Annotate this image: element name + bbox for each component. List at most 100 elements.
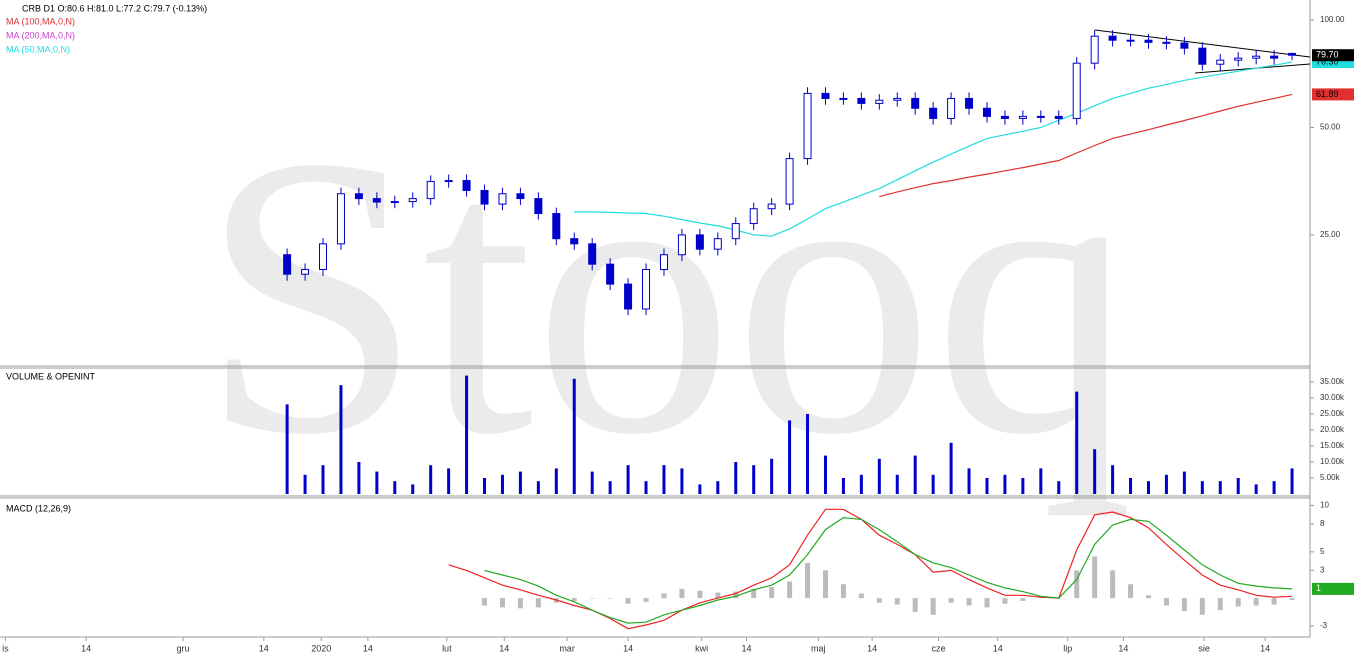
histogram-bar [517, 598, 523, 609]
volume-bar [1039, 468, 1043, 494]
volume-bar [770, 458, 774, 494]
candle-body [803, 92, 812, 160]
candle-body [982, 107, 991, 117]
y-tick-label: 10.00k [1320, 457, 1345, 466]
volume-bar [1057, 481, 1061, 494]
line [484, 516, 1293, 624]
candle-body [336, 193, 345, 245]
histogram-bar [1145, 595, 1151, 599]
value-box [1312, 88, 1354, 101]
histogram-bar [858, 593, 864, 599]
volume-bar [536, 481, 540, 494]
volume-bar [1164, 474, 1168, 494]
volume-bar [662, 465, 666, 494]
volume-bar [285, 404, 289, 494]
candle-body [1216, 59, 1225, 65]
histogram-bar [1253, 598, 1259, 606]
histogram-bar [715, 592, 721, 599]
candle-body [552, 213, 561, 240]
candle-body [1054, 115, 1063, 119]
histogram-bar [1181, 598, 1187, 612]
candle-body [1198, 47, 1207, 65]
volume-bar [716, 481, 720, 494]
histogram-bar [948, 598, 954, 603]
histogram-bar [697, 590, 703, 599]
candle-body [1270, 55, 1279, 59]
volume-bar [411, 484, 415, 494]
candle-body [731, 223, 740, 240]
candle-body [659, 254, 668, 270]
volume-bar [752, 465, 756, 494]
volume-bar [841, 478, 845, 494]
candle-body [1090, 35, 1099, 64]
volume-bar [590, 471, 594, 494]
candle-body [713, 238, 722, 250]
histogram-bar [1217, 598, 1223, 611]
volume-bar [339, 385, 343, 494]
candle-body [390, 201, 399, 204]
volume-bar [788, 420, 792, 494]
histogram-bar [1002, 598, 1008, 604]
candle-body [301, 268, 310, 275]
histogram-bar [894, 598, 900, 605]
candle-body [319, 243, 328, 270]
candle-body [498, 193, 507, 205]
candle-body [677, 234, 686, 256]
histogram-bar [1092, 556, 1098, 599]
value-box [1312, 582, 1354, 595]
candle-body [821, 92, 830, 99]
y-tick-label: 35.00k [1320, 377, 1345, 386]
volume-bar [949, 442, 953, 494]
histogram-bar [643, 598, 649, 602]
y-tick-label: 30.00k [1320, 393, 1345, 402]
candle-body [1018, 115, 1027, 119]
candle-body [1108, 35, 1117, 41]
histogram-bar [840, 584, 846, 599]
volume-bar [303, 474, 307, 494]
legend-entry: MA (100,MA,0,N) [6, 16, 75, 26]
legend-entry: MA (50,MA,0,N) [6, 44, 70, 54]
histogram-bar [589, 598, 595, 599]
candle-body [1288, 52, 1297, 56]
volume-bar [1075, 391, 1079, 494]
histogram-bar [482, 598, 488, 606]
volume-bar [644, 481, 648, 494]
x-tick-label: 14 [623, 643, 633, 653]
histogram-bar [1163, 598, 1169, 606]
x-tick-label: lut [442, 643, 452, 653]
candle-body [480, 189, 489, 205]
legend-entry: MA (200,MA,0,N) [6, 30, 75, 40]
y-tick-label: 10 [1320, 501, 1329, 510]
volume-bar [1093, 449, 1097, 494]
candle-body [426, 180, 435, 200]
y-tick-label: 5.00k [1320, 473, 1341, 482]
x-tick-label: 14 [259, 643, 269, 653]
volume-bar [1021, 478, 1025, 494]
volume-bar [806, 414, 810, 494]
candle-body [588, 243, 597, 265]
volume-bar [357, 462, 361, 494]
candle-body [444, 180, 453, 183]
volume-bar [572, 378, 576, 494]
candle-body [947, 97, 956, 119]
volume-bar [913, 455, 917, 494]
candle-body [875, 99, 884, 104]
candle-body [1252, 55, 1261, 59]
volume-bar [823, 455, 827, 494]
volume-bar [429, 465, 433, 494]
histogram-bar [733, 591, 739, 599]
volume-bar [1003, 474, 1007, 494]
candle-body [857, 97, 866, 104]
histogram-bar [787, 581, 793, 599]
value-box-label: 76.30 [1316, 56, 1339, 66]
y-tick-label: 3 [1320, 565, 1325, 574]
candle-body [1180, 42, 1189, 49]
volume-bar [1290, 468, 1294, 494]
candle-body [408, 198, 417, 203]
histogram-bar [822, 570, 828, 599]
line [448, 508, 1293, 630]
candle-body [929, 107, 938, 119]
volume-bar [1129, 478, 1133, 494]
candle-body [695, 234, 704, 250]
